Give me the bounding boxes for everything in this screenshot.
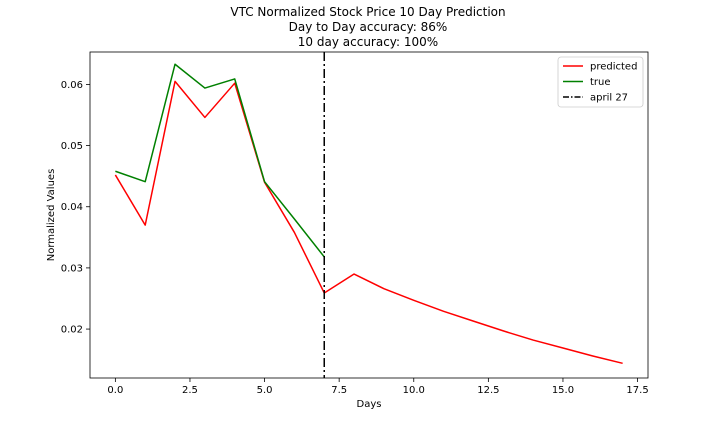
chart-title: VTC Normalized Stock Price 10 Day Predic… — [230, 5, 505, 49]
x-tick-label: 10.0 — [403, 385, 425, 396]
y-axis: 0.02 0.03 0.04 0.05 0.06 — [61, 80, 90, 336]
series-line-predicted — [114, 80, 623, 365]
y-tick-label: 0.04 — [61, 202, 83, 213]
y-tick-label: 0.03 — [61, 263, 83, 274]
plot-frame — [89, 51, 649, 379]
legend: predicted true april 27 — [557, 56, 644, 108]
y-tick-label: 0.05 — [61, 141, 83, 152]
plot-area — [114, 52, 623, 378]
series-line-true — [115, 63, 325, 258]
x-tick-label: 12.5 — [477, 385, 499, 396]
legend-label: true — [590, 77, 611, 88]
x-tick-label: 17.5 — [626, 385, 648, 396]
x-tick-label: 15.0 — [552, 385, 574, 396]
y-tick-label: 0.02 — [61, 325, 83, 336]
x-axis-label: Days — [357, 399, 382, 410]
title-line-1: VTC Normalized Stock Price 10 Day Predic… — [230, 5, 505, 19]
y-tick-label: 0.06 — [61, 80, 83, 91]
title-line-2: Day to Day accuracy: 86% — [289, 20, 448, 34]
legend-label: predicted — [590, 62, 637, 73]
x-tick-label: 7.5 — [331, 385, 347, 396]
legend-box — [557, 56, 644, 108]
x-tick-label: 0.0 — [107, 385, 123, 396]
x-axis: 0.0 2.5 5.0 7.5 10.0 12.5 15.0 17.5 — [107, 378, 649, 396]
y-axis-label: Normalized Values — [46, 169, 57, 262]
title-line-3: 10 day accuracy: 100% — [298, 35, 438, 49]
x-tick-label: 5.0 — [257, 385, 273, 396]
x-tick-label: 2.5 — [182, 385, 198, 396]
legend-label: april 27 — [590, 93, 628, 104]
